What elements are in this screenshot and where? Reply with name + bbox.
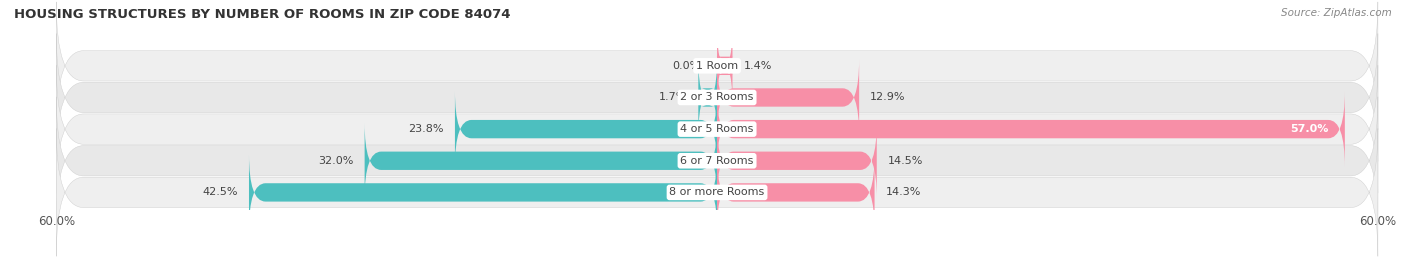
Text: 1.4%: 1.4% [744,61,772,71]
Text: HOUSING STRUCTURES BY NUMBER OF ROOMS IN ZIP CODE 84074: HOUSING STRUCTURES BY NUMBER OF ROOMS IN… [14,8,510,21]
FancyBboxPatch shape [56,97,1378,225]
FancyBboxPatch shape [717,59,859,136]
FancyBboxPatch shape [717,91,1344,167]
FancyBboxPatch shape [56,129,1378,256]
Text: 14.3%: 14.3% [886,187,921,197]
Text: 2 or 3 Rooms: 2 or 3 Rooms [681,93,754,102]
Text: 0.0%: 0.0% [672,61,700,71]
Text: 6 or 7 Rooms: 6 or 7 Rooms [681,156,754,166]
Text: 57.0%: 57.0% [1289,124,1329,134]
Text: Source: ZipAtlas.com: Source: ZipAtlas.com [1281,8,1392,18]
FancyBboxPatch shape [716,27,734,104]
FancyBboxPatch shape [717,154,875,231]
Legend: Owner-occupied, Renter-occupied: Owner-occupied, Renter-occupied [589,266,845,269]
FancyBboxPatch shape [249,154,717,231]
Text: 1 Room: 1 Room [696,61,738,71]
FancyBboxPatch shape [56,2,1378,130]
Text: 42.5%: 42.5% [202,187,238,197]
Text: 1.7%: 1.7% [659,93,688,102]
FancyBboxPatch shape [56,34,1378,161]
FancyBboxPatch shape [699,59,717,136]
Text: 12.9%: 12.9% [870,93,905,102]
FancyBboxPatch shape [364,122,717,199]
Text: 23.8%: 23.8% [408,124,444,134]
Text: 4 or 5 Rooms: 4 or 5 Rooms [681,124,754,134]
Text: 14.5%: 14.5% [887,156,924,166]
Text: 32.0%: 32.0% [318,156,354,166]
FancyBboxPatch shape [717,122,877,199]
Text: 8 or more Rooms: 8 or more Rooms [669,187,765,197]
FancyBboxPatch shape [56,65,1378,193]
FancyBboxPatch shape [456,91,717,167]
